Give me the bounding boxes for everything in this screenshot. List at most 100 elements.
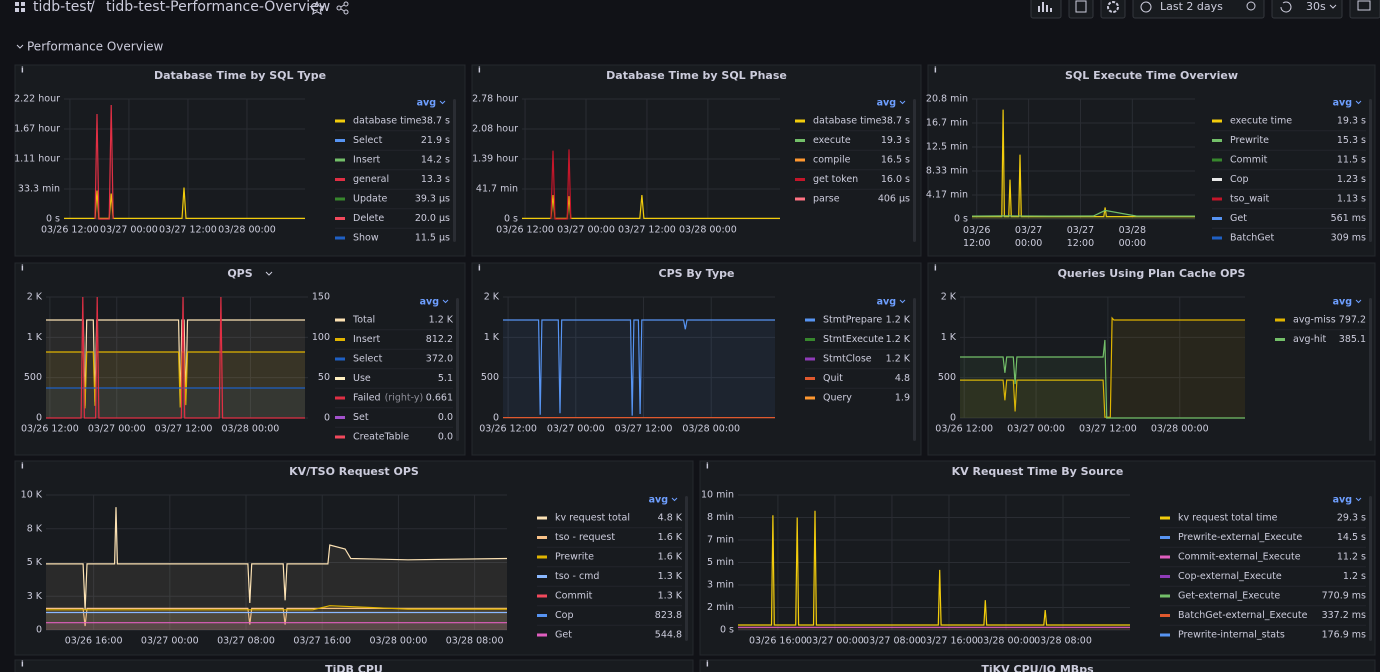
panel-title: QPS	[227, 267, 252, 280]
panel-info-icon: i	[478, 264, 481, 273]
breadcrumb-title[interactable]: tidb-test-Performance-Overview	[106, 0, 330, 15]
legend-header[interactable]: avg	[420, 297, 439, 308]
panel-title: KV/TSO Request OPS	[289, 465, 419, 478]
y-tick-label: 500	[24, 372, 42, 383]
series-line	[550, 149, 572, 220]
panel	[14, 659, 694, 672]
panel-info-icon: i	[934, 264, 937, 273]
x-tick-label: 03/26 16:00	[749, 636, 807, 647]
legend-header[interactable]: avg	[649, 495, 668, 506]
refresh-icon	[1280, 1, 1292, 13]
legend-name: database time	[813, 116, 882, 127]
legend-value: 1.23 s	[1337, 174, 1366, 185]
zoom-out-icon[interactable]	[1246, 1, 1256, 11]
y2-tick-label: 150	[312, 292, 330, 303]
legend-header[interactable]: avg	[417, 98, 436, 109]
legend-name: Total	[352, 315, 375, 326]
series-area	[46, 605, 507, 630]
x-tick-label: 03/27 12:00	[159, 225, 217, 236]
share-icon[interactable]	[336, 1, 349, 15]
y-tick-label: 0	[950, 413, 956, 424]
settings-button[interactable]	[1100, 0, 1126, 19]
series-line	[960, 316, 1245, 418]
legend-value: 39.3 µs	[415, 194, 450, 205]
legend-name: Show	[353, 233, 379, 244]
legend-header[interactable]: avg	[1333, 495, 1352, 506]
legend-value: 1.3 K	[658, 591, 683, 602]
y-tick-label: 1 K	[941, 332, 957, 343]
legend-name: kv request total	[555, 513, 630, 524]
legend-name: Select	[353, 354, 383, 365]
legend-name: Set	[353, 412, 369, 423]
legend-name: general	[353, 174, 389, 185]
breadcrumb-folder[interactable]: tidb-test	[33, 0, 93, 15]
panel-title: Queries Using Plan Cache OPS	[1058, 267, 1246, 280]
legend-header[interactable]: avg	[877, 297, 896, 308]
y-tick-label: 2 min	[707, 602, 734, 613]
legend-name: avg-hit	[1293, 334, 1327, 345]
legend-value: 14.2 s	[421, 155, 450, 166]
y-tick-label: 4.17 min	[926, 190, 968, 201]
x-tick-label: 03/26 12:00	[935, 424, 993, 435]
section-title[interactable]: Performance Overview	[27, 40, 164, 54]
y-tick-label: 3 min	[707, 580, 734, 591]
legend-name: Cop	[555, 610, 573, 621]
panel-info-icon: i	[21, 462, 24, 471]
legend-value: 1.13 s	[1337, 194, 1366, 205]
legend-value: 19.3 s	[1337, 116, 1366, 127]
legend-name: tso_wait	[1230, 194, 1269, 205]
y-tick-label: 2.08 hour	[472, 124, 518, 135]
legend-sort-chevron	[899, 100, 906, 105]
x-tick-label: 03/27 08:00	[863, 636, 921, 647]
settings-icon	[1107, 1, 1119, 13]
section-chevron[interactable]	[16, 44, 24, 49]
y-tick-label: 12.5 min	[926, 142, 968, 153]
legend-header[interactable]: avg	[1333, 98, 1352, 109]
y-tick-label: 8 min	[707, 512, 734, 523]
grid-icon[interactable]	[15, 2, 25, 12]
x-tick-label: 03/27 00:00	[141, 636, 199, 647]
legend-value: 11.2 s	[1337, 552, 1366, 563]
legend-value: 372.0	[426, 354, 453, 365]
legend-value: 823.8	[655, 610, 682, 621]
legend-name: execute	[813, 135, 851, 146]
y2-tick-label: 0	[324, 413, 330, 424]
legend-header[interactable]: avg	[1333, 297, 1352, 308]
legend-name: tso - request	[555, 532, 615, 543]
legend-value: 1.6 K	[658, 552, 683, 563]
panel	[14, 262, 466, 456]
legend-value: 176.9 ms	[1322, 630, 1366, 641]
y-tick-label: 33.3 min	[18, 184, 60, 195]
panel-info-icon: i	[21, 660, 24, 669]
legend-value: 1.2 s	[1343, 571, 1366, 582]
x-tick-label: 03/28 00:00	[370, 636, 428, 647]
series-line	[64, 187, 305, 219]
star-icon[interactable]	[309, 0, 325, 15]
panel-info-icon: i	[706, 462, 709, 471]
dropdown-chevron	[1329, 4, 1337, 9]
legend-value: 385.1	[1339, 334, 1366, 345]
legend-value: 4.8 K	[658, 513, 683, 524]
panel	[14, 64, 466, 257]
legend-name: Get	[1230, 213, 1247, 224]
legend-sort-chevron	[899, 299, 906, 304]
legend-name: Cop	[1230, 174, 1248, 185]
legend-value: 13.3 s	[421, 174, 450, 185]
y-tick-label: 20.8 min	[926, 94, 968, 105]
x-tick-label: 03/27 00:00	[100, 225, 158, 236]
legend-header[interactable]: avg	[877, 98, 896, 109]
legend-name: Cop-external_Execute	[1178, 571, 1282, 582]
save-button[interactable]	[1068, 0, 1094, 19]
time-picker[interactable]	[1132, 0, 1265, 19]
series-line	[46, 351, 305, 409]
view-mode-button[interactable]	[1349, 0, 1380, 19]
legend-name: StmtClose	[823, 354, 872, 365]
x-tick-label: 03/27 00:00	[1007, 424, 1065, 435]
series-line	[46, 507, 508, 610]
panel	[699, 460, 1376, 656]
legend-value: 16.5 s	[881, 155, 910, 166]
legend-name: Prewrite	[555, 552, 594, 563]
refresh-picker[interactable]	[1271, 0, 1343, 19]
x-tick-label: 03/26 12:00	[41, 225, 99, 236]
legend-name: parse	[813, 194, 840, 205]
